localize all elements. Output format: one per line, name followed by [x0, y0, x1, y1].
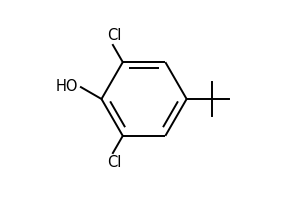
Text: Cl: Cl — [107, 155, 121, 170]
Text: Cl: Cl — [107, 28, 121, 43]
Text: HO: HO — [56, 79, 78, 94]
